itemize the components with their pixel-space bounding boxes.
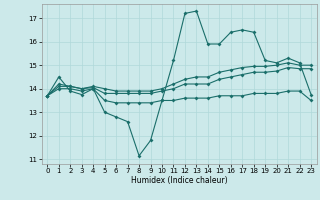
X-axis label: Humidex (Indice chaleur): Humidex (Indice chaleur) [131, 176, 228, 185]
